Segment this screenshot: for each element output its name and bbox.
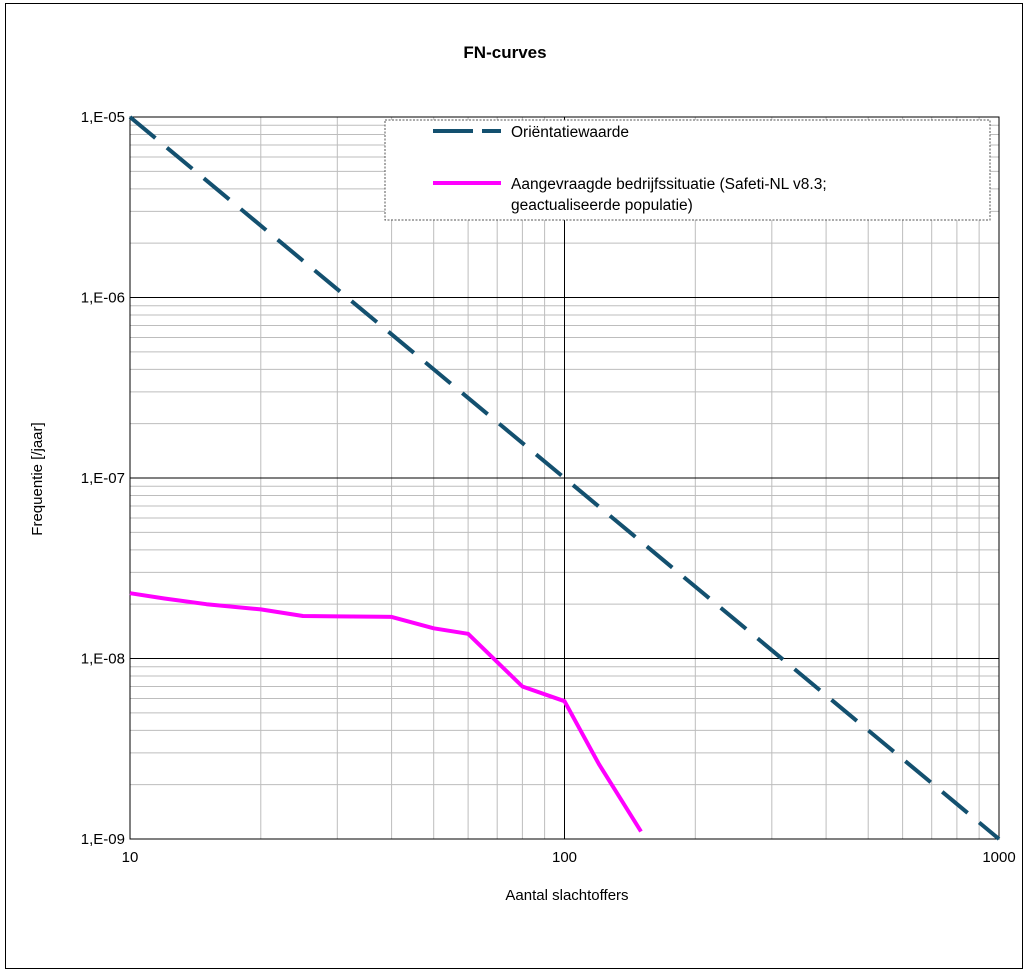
legend-box bbox=[384, 119, 991, 221]
legend-label-bedrijfssituatie-line1: Aangevraagde bedrijfssituatie (Safeti-NL… bbox=[511, 176, 827, 193]
series-line-1 bbox=[129, 591, 643, 833]
legend-label-orientatiewaarde: Oriëntatiewaarde bbox=[511, 124, 629, 141]
series-line-0 bbox=[128, 115, 1001, 841]
x-tick-label: 1000 bbox=[982, 849, 1015, 866]
y-tick-label: 1,E-07 bbox=[81, 470, 125, 487]
x-axis-label: Aantal slachtoffers bbox=[505, 887, 628, 904]
chart-title: FN-curves bbox=[463, 43, 546, 62]
y-tick-label: 1,E-06 bbox=[81, 290, 125, 307]
y-axis-label: Frequentie [/jaar] bbox=[29, 422, 46, 535]
x-tick-label: 10 bbox=[122, 849, 139, 866]
x-tick-labels: 10 100 1000 bbox=[122, 849, 1016, 866]
y-tick-labels: 1,E-05 1,E-06 1,E-07 1,E-08 1,E-09 bbox=[81, 109, 125, 848]
x-tick-label: 100 bbox=[552, 849, 577, 866]
series-layer bbox=[128, 115, 1001, 841]
y-tick-label: 1,E-05 bbox=[81, 109, 125, 126]
plot-area-border bbox=[129, 116, 1000, 840]
legend-label-bedrijfssituatie-line2: geactualiseerde populatie) bbox=[511, 197, 693, 214]
y-tick-label: 1,E-08 bbox=[81, 651, 125, 668]
legend: Oriëntatiewaarde Aangevraagde bedrijfssi… bbox=[384, 119, 991, 221]
major-gridlines bbox=[129, 116, 1000, 840]
y-tick-label: 1,E-09 bbox=[81, 831, 125, 848]
